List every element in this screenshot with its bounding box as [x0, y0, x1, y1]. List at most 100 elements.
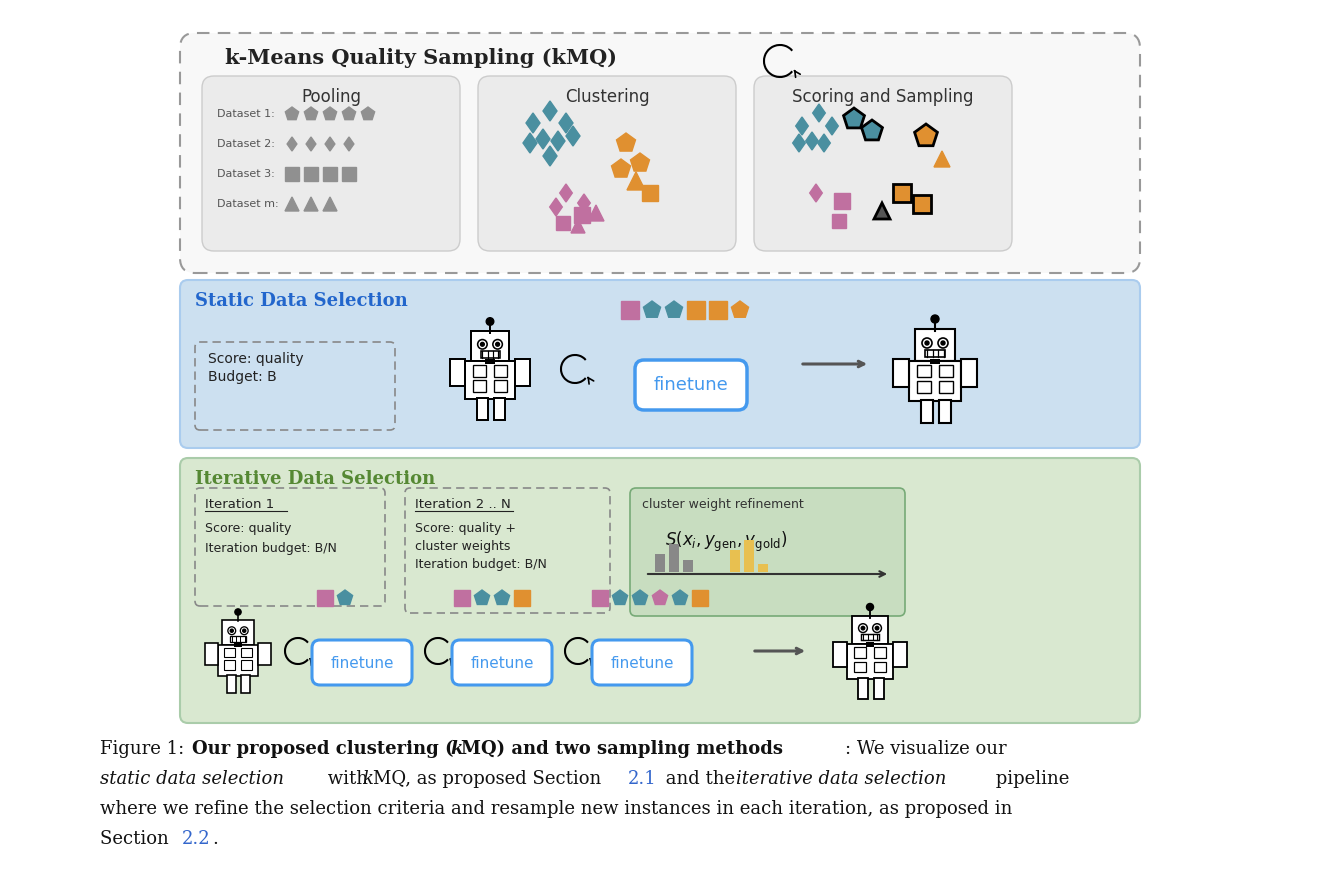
- Circle shape: [942, 341, 946, 345]
- Text: Scoring and Sampling: Scoring and Sampling: [793, 88, 974, 106]
- Circle shape: [866, 604, 874, 611]
- Bar: [285, 167, 299, 181]
- Bar: [939, 381, 954, 393]
- Bar: [853, 615, 887, 644]
- FancyBboxPatch shape: [196, 488, 384, 606]
- Bar: [465, 361, 515, 400]
- Bar: [476, 399, 488, 420]
- Text: $S(x_i, y_{\mathrm{gen}}, y_{\mathrm{gold}})$: $S(x_i, y_{\mathrm{gen}}, y_{\mathrm{gol…: [665, 530, 787, 554]
- Polygon shape: [826, 117, 838, 135]
- Text: with: with: [322, 770, 374, 788]
- Bar: [342, 167, 356, 181]
- Bar: [912, 195, 931, 213]
- Polygon shape: [475, 590, 489, 605]
- Bar: [513, 590, 529, 606]
- Polygon shape: [344, 137, 354, 151]
- Bar: [241, 661, 253, 670]
- Bar: [454, 590, 469, 606]
- Polygon shape: [665, 301, 682, 317]
- Text: : We visualize our: : We visualize our: [845, 740, 1007, 758]
- Circle shape: [496, 343, 500, 346]
- Bar: [866, 642, 874, 646]
- Polygon shape: [934, 151, 950, 167]
- FancyBboxPatch shape: [180, 280, 1140, 448]
- Polygon shape: [915, 124, 938, 146]
- Polygon shape: [325, 137, 335, 151]
- Polygon shape: [567, 126, 580, 146]
- Bar: [916, 381, 931, 393]
- Polygon shape: [612, 159, 630, 177]
- Bar: [939, 365, 954, 377]
- FancyBboxPatch shape: [202, 76, 460, 251]
- Polygon shape: [285, 197, 299, 211]
- Polygon shape: [862, 120, 883, 140]
- Text: Dataset m:: Dataset m:: [217, 199, 278, 209]
- Circle shape: [227, 627, 235, 635]
- Text: Iteration 2 .. N: Iteration 2 .. N: [415, 498, 511, 511]
- Bar: [218, 645, 258, 676]
- Polygon shape: [551, 131, 565, 151]
- Text: Pooling: Pooling: [301, 88, 360, 106]
- Text: 2.1: 2.1: [628, 770, 657, 788]
- Text: and the: and the: [660, 770, 741, 788]
- Bar: [908, 361, 962, 401]
- Text: Score: quality +: Score: quality +: [415, 522, 516, 535]
- Bar: [912, 195, 931, 213]
- Text: k-Means Quality Sampling (kMQ): k-Means Quality Sampling (kMQ): [225, 48, 617, 68]
- Polygon shape: [577, 194, 591, 212]
- Polygon shape: [630, 153, 649, 171]
- Bar: [684, 560, 693, 572]
- Bar: [874, 662, 886, 672]
- Text: Our proposed clustering (: Our proposed clustering (: [192, 740, 454, 758]
- Bar: [515, 360, 529, 386]
- Text: where we refine the selection criteria and resample new instances in each iterat: where we refine the selection criteria a…: [100, 800, 1012, 818]
- Bar: [892, 642, 907, 667]
- Circle shape: [862, 626, 864, 630]
- Text: Budget: B: Budget: B: [207, 370, 277, 384]
- Polygon shape: [795, 117, 809, 135]
- Bar: [669, 544, 680, 572]
- Bar: [473, 380, 487, 392]
- Text: Static Data Selection: Static Data Selection: [196, 292, 408, 310]
- Bar: [480, 351, 500, 358]
- Bar: [930, 359, 940, 364]
- Polygon shape: [793, 134, 805, 152]
- Polygon shape: [612, 590, 628, 605]
- Polygon shape: [653, 590, 668, 605]
- Text: Dataset 1:: Dataset 1:: [217, 109, 275, 119]
- Bar: [258, 643, 271, 665]
- Polygon shape: [732, 301, 749, 317]
- Bar: [854, 647, 866, 658]
- Bar: [493, 380, 507, 392]
- Text: Iteration 1: Iteration 1: [205, 498, 274, 511]
- Text: k: k: [362, 770, 372, 788]
- Text: MQ) and two sampling methods: MQ) and two sampling methods: [462, 740, 783, 758]
- Circle shape: [230, 630, 233, 632]
- Polygon shape: [560, 184, 572, 202]
- Polygon shape: [818, 134, 830, 152]
- Bar: [862, 634, 879, 640]
- Bar: [833, 642, 847, 667]
- Bar: [962, 359, 978, 387]
- Text: finetune: finetune: [330, 655, 394, 670]
- FancyBboxPatch shape: [180, 33, 1140, 273]
- Text: cluster weights: cluster weights: [415, 540, 511, 553]
- Circle shape: [924, 341, 928, 345]
- Text: Iteration budget: B/N: Iteration budget: B/N: [205, 542, 336, 555]
- Bar: [892, 359, 908, 387]
- Polygon shape: [525, 113, 540, 133]
- Bar: [858, 678, 868, 699]
- Polygon shape: [495, 590, 509, 605]
- Bar: [688, 301, 705, 319]
- Bar: [854, 662, 866, 672]
- Circle shape: [859, 623, 867, 632]
- Polygon shape: [305, 107, 318, 120]
- Bar: [924, 350, 946, 357]
- Circle shape: [872, 623, 882, 632]
- Polygon shape: [813, 104, 826, 122]
- Bar: [920, 400, 934, 423]
- Text: Dataset 2:: Dataset 2:: [217, 139, 275, 149]
- Polygon shape: [523, 133, 537, 153]
- Bar: [223, 661, 235, 670]
- Polygon shape: [338, 590, 352, 605]
